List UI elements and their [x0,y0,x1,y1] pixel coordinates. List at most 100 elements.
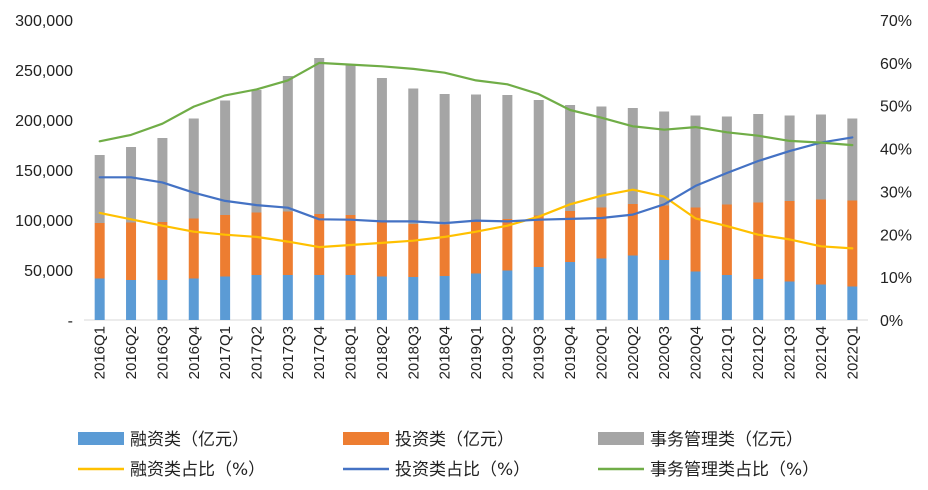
bar-segment-3 [847,118,858,201]
bar-segment-3 [345,65,356,215]
bar-segment-3 [94,155,105,223]
bar-segment-3 [721,116,732,205]
bar-segment-1 [565,262,576,320]
line-series-2 [98,136,854,225]
bar-segment-3 [188,118,199,219]
x-tick-label: 2021Q2 [750,326,767,379]
bar-segment-1 [753,279,764,320]
left-tick-label: - [68,313,73,330]
legend-swatch-bar-2 [343,432,389,445]
x-tick-label: 2019Q4 [562,326,579,379]
bar-segment-1 [188,278,199,320]
bar-segment-2 [502,219,513,271]
bar-segment-3 [408,88,419,224]
left-tick-label: 100,000 [15,213,73,230]
right-tick-label: 50% [880,99,912,116]
bar-segment-2 [439,224,450,276]
legend-label: 投资类占比（%） [395,460,530,480]
bar-segment-2 [627,204,638,256]
bar-segment-1 [690,271,701,320]
bar-segment-3 [690,115,701,208]
bar-segment-2 [596,207,607,259]
bar-segment-3 [314,58,325,214]
x-tick-label: 2017Q3 [280,326,297,379]
x-tick-label: 2020Q4 [688,326,705,379]
bar-segment-2 [188,218,199,279]
left-tick-label: 50,000 [24,263,73,280]
bar-segment-1 [282,275,293,320]
left-tick-label: 300,000 [15,13,73,30]
bar-segment-2 [815,199,826,285]
bar-segment-2 [565,211,576,262]
right-tick-label: 30% [880,184,912,201]
bar-segment-1 [220,276,231,320]
right-tick-label: 60% [880,56,912,73]
bar-segment-2 [659,205,670,260]
x-tick-label: 2018Q4 [437,326,454,379]
bar-segment-2 [220,215,231,277]
bar-segment-2 [784,201,795,282]
bar-segment-3 [659,111,670,206]
x-tick-label: 2018Q2 [374,326,391,379]
x-tick-label: 2021Q4 [813,326,830,379]
bar-segment-3 [565,105,576,211]
right-tick-label: 70% [880,13,912,30]
right-tick-label: 40% [880,142,912,159]
x-tick-label: 2020Q3 [656,326,673,379]
bar-segment-2 [126,222,137,280]
bar-segment-1 [533,267,544,320]
bar-segment-1 [627,255,638,320]
bar-segment-1 [439,276,450,320]
bar-segment-3 [439,94,450,225]
x-tick-labels-group: 2016Q1 2016Q2 2016Q3 2016Q4 2017Q1 2017Q2 2017… [92,326,862,379]
bar-segment-2 [282,211,293,275]
legend-group: 融资类（亿元） 投资类（亿元） 事务管理类（亿元） 融资类占比（%） 投资类占比（%） 事… [78,430,819,480]
bar-segment-1 [94,278,105,320]
x-tick-label: 2016Q3 [154,326,171,379]
bar-segment-1 [157,280,168,320]
bar-segment-2 [721,204,732,275]
bar-segment-3 [502,95,513,219]
x-tick-label: 2016Q4 [186,326,203,379]
bar-segment-3 [596,106,607,208]
bar-segment-3 [376,78,387,222]
bar-segment-3 [784,115,795,201]
legend-label: 事务管理类（亿元） [650,430,803,450]
bar-segment-1 [659,260,670,320]
bar-segment-3 [533,100,544,216]
bar-segment-2 [471,220,481,274]
left-tick-label: 150,000 [15,163,73,180]
bar-segment-1 [376,276,387,320]
line-series-1 [98,188,854,250]
bar-segment-1 [847,286,858,320]
bar-segment-3 [157,138,168,222]
bar-segment-3 [282,76,293,212]
x-tick-label: 2018Q3 [405,326,422,379]
x-tick-label: 2017Q1 [217,326,234,379]
bar-segment-3 [126,147,137,223]
bar-segment-2 [533,215,544,267]
right-tick-label: 0% [880,313,903,330]
bar-segment-1 [345,275,356,320]
bar-segment-1 [502,270,513,320]
x-tick-label: 2022Q1 [844,326,861,379]
bar-segment-2 [408,224,419,277]
x-tick-label: 2019Q3 [531,326,548,379]
bar-segment-2 [251,212,262,275]
bars-group [94,58,858,320]
legend-label: 投资类（亿元） [395,430,514,450]
x-tick-label: 2017Q4 [311,326,328,379]
bar-segment-2 [314,214,325,275]
bar-segment-1 [408,277,419,320]
axes-group: - 50,000 100,000 150,000 200,000 250,000 300,0… [15,13,912,330]
bar-segment-3 [251,90,262,213]
left-tick-label: 250,000 [15,63,73,80]
bar-segment-2 [753,202,764,279]
bar-segment-3 [627,108,638,204]
bar-segment-1 [471,273,481,320]
bar-segment-1 [815,284,826,320]
bar-segment-2 [847,200,858,287]
bar-segment-1 [721,275,732,320]
